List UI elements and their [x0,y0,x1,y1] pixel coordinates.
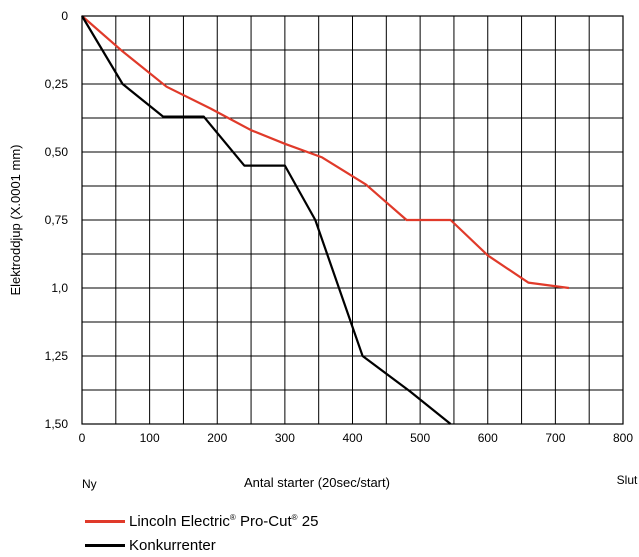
y-tick-label: 0 [61,9,68,23]
plot-border [81,15,624,425]
x-end-label: Slut [617,473,638,487]
y-tick-label: 0,25 [45,77,69,91]
legend-swatch-lincoln [85,519,125,523]
x-tick-label: 500 [410,431,430,445]
y-tick-label: 1,25 [45,349,69,363]
legend: Lincoln Electric® Pro-Cut® 25 Konkurrent… [85,509,318,557]
legend-label-lincoln: Lincoln Electric® Pro-Cut® 25 [129,512,319,530]
x-tick-label: 200 [207,431,227,445]
legend-item-konkurrenter: Konkurrenter [85,533,318,557]
x-axis-label: Antal starter (20sec/start) [244,475,390,490]
x-tick-label: 800 [613,431,633,445]
y-tick-label: 1,50 [45,417,69,431]
series-line-konkurrenter [81,15,452,425]
y-tick-label: 0,50 [45,145,69,159]
y-tick-labels: 0 0,25 0,50 0,75 1,0 1,25 1,50 [45,9,69,431]
legend-swatch-konkurrenter [85,543,125,547]
series-layer [81,15,570,425]
legend-item-lincoln: Lincoln Electric® Pro-Cut® 25 [85,509,318,533]
x-tick-labels: 0 100 200 300 400 500 600 700 800 [79,431,634,445]
x-tick-label: 700 [545,431,565,445]
x-tick-label: 0 [79,431,86,445]
legend-label-konkurrenter: Konkurrenter [129,536,216,554]
y-tick-label: 1,0 [51,281,68,295]
x-tick-label: 100 [140,431,160,445]
x-start-label: Ny [82,477,97,491]
plot-frame [81,15,624,425]
line-chart: 0 100 200 300 400 500 600 700 800 0 0,25 0,50 0,75 1… [8,9,638,491]
x-tick-label: 400 [342,431,362,445]
series-line-lincoln [81,15,570,290]
y-tick-label: 0,75 [45,213,69,227]
x-tick-label: 600 [478,431,498,445]
x-tick-label: 300 [275,431,295,445]
grid [82,16,623,424]
y-axis-label: Elektroddjup (X.0001 mm) [8,144,23,295]
